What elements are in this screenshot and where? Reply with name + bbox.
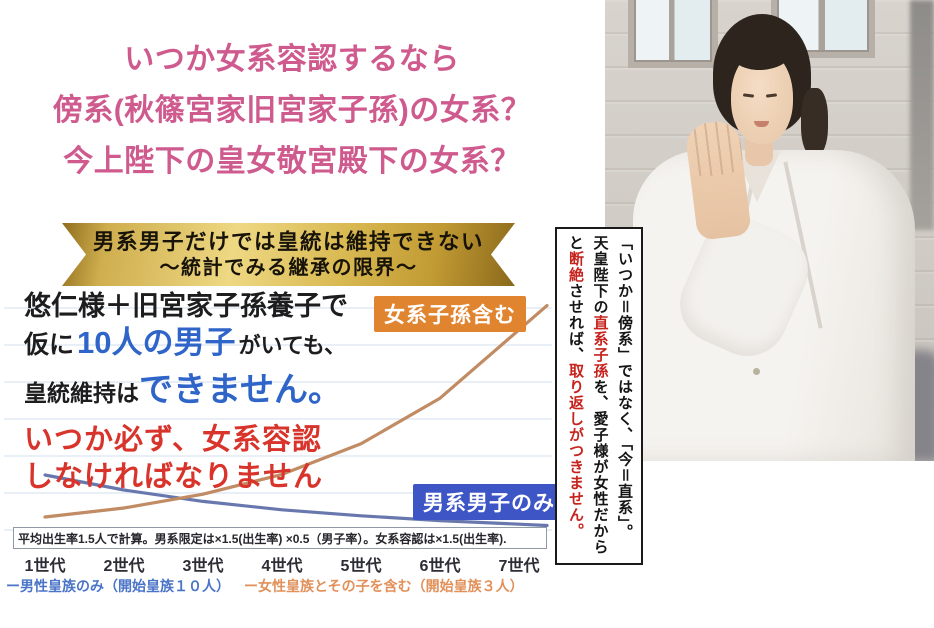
message-block: 悠仁様＋旧宮家子孫養子で 仮に10人の男子 がいても、 皇統維持はできません。 い… [24,289,348,496]
photo-princess-aiko [605,0,934,461]
male-line-label: 男系男子のみ [413,484,565,520]
message-line2: 仮に10人の男子 がいても、 [24,325,347,360]
building-dark-edge [910,0,934,230]
jacket-button [753,368,760,375]
male-only-line [43,473,549,528]
x-axis-tick: 5世代 [340,558,382,575]
legend-male: ー男性皇族のみ（開始皇族１０人） [6,578,230,594]
message-line3: 皇統維持はできません。 [24,371,342,409]
title-line: いつか女系容認するなら [124,43,460,76]
x-axis: 1世代 2世代 3世代 4世代 5世代 6世代 7世代 [0,552,556,575]
message-line1: 悠仁様＋旧宮家子孫養子で [24,291,348,321]
page-title: いつか女系容認するなら 傍系(秋篠宮家旧宮家子孫)の女系？ 今上陛下の皇女敬宮殿… [18,34,566,187]
x-axis-tick: 6世代 [419,558,461,575]
ponytail [801,88,828,156]
calculation-note: 平均出生率1.5人で計算。男系限定は×1.5(出生率) ×0.5（男子率）。女系… [13,527,547,549]
building-window [628,0,718,68]
vertical-column-3: と断絶させれば、取り返しがつきません。 [567,235,584,539]
vertical-column-2: 天皇陛下の直系子孫を、愛子様が女性だから [591,235,609,555]
x-axis-tick: 1世代 [24,558,66,575]
female-line-label: 女系子孫含む [374,296,526,332]
chart-legend: ー男性皇族のみ（開始皇族１０人） ー女性皇族とその子を含む（開始皇族３人） [6,576,524,596]
message-line5: しなければなりません [24,461,324,493]
smiling-mouth [754,121,769,127]
title-line: 今上陛下の皇女敬宮殿下の女系？ [63,145,521,178]
female-included-line [43,304,549,519]
vertical-commentary: 「いつか＝傍系」ではなく、「今＝直系」。 天皇陛下の直系子孫を、愛子様が女性だか… [555,227,643,565]
banner-line1: 男系男子だけでは皇統は維持できない [92,230,484,254]
vertical-column-1: 「いつか＝傍系」ではなく、「今＝直系」。 [616,235,633,541]
banner-ribbon: 男系男子だけでは皇統は維持できない ～統計でみる継承の限界～ [62,223,515,286]
x-axis-tick: 7世代 [498,558,540,575]
x-axis-tick: 2世代 [103,558,145,575]
banner-line2: ～統計でみる継承の限界～ [159,257,418,279]
title-line: 傍系(秋篠宮家旧宮家子孫)の女系？ [52,94,532,127]
message-line4: いつか必ず、女系容認 [24,424,322,456]
succession-line-chart [43,304,549,528]
legend-female: ー女性皇族とその子を含む（開始皇族３人） [244,578,524,594]
x-axis-tick: 4世代 [261,558,303,575]
x-axis-tick: 3世代 [182,558,224,575]
